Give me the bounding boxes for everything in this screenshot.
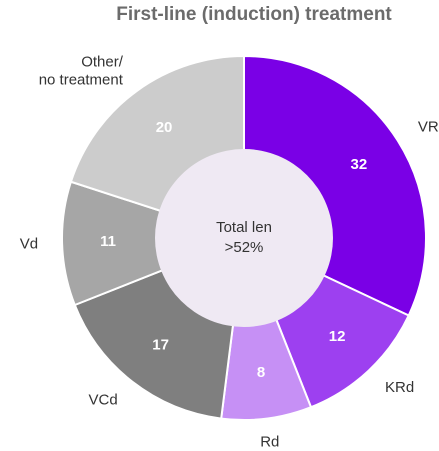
value-label: 11 xyxy=(100,233,116,250)
slice xyxy=(61,180,247,307)
category-label: Other/no treatment xyxy=(39,53,124,88)
category-label: VCd xyxy=(89,392,118,409)
category-label: VRd xyxy=(418,119,439,136)
value-label: 8 xyxy=(257,364,265,381)
value-label: 20 xyxy=(156,119,173,136)
value-label: 12 xyxy=(329,328,346,345)
category-label: Vd xyxy=(20,235,38,252)
category-label: Rd xyxy=(260,433,279,450)
value-label: 17 xyxy=(152,336,169,353)
center-text: Total len xyxy=(216,219,272,236)
center-text: >52% xyxy=(225,239,264,256)
value-label: 32 xyxy=(350,156,367,173)
category-label: KRd xyxy=(385,379,414,396)
donut-hole xyxy=(155,149,333,327)
chart-title: First-line (induction) treatment xyxy=(116,4,392,25)
